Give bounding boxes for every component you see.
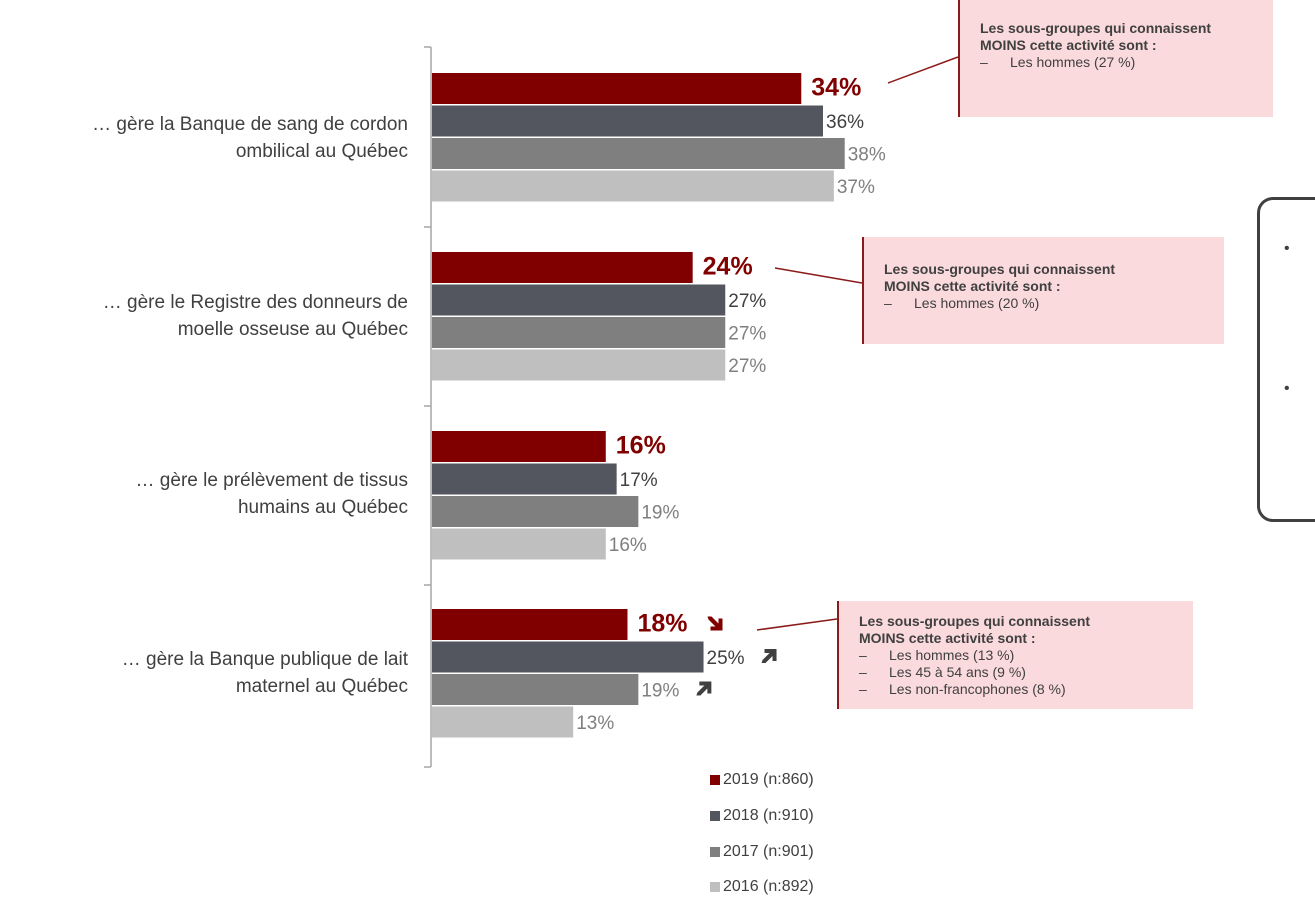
category-label-bone-marrow: … gère le Registre des donneurs de moelle…: [0, 289, 408, 343]
value-label-3-2: 19%: [641, 681, 679, 702]
value-label-0-1: 36%: [826, 112, 864, 133]
bar-3-0: [432, 609, 628, 640]
bar-1-1: [432, 285, 725, 316]
legend-item-2018: 2018 (n:910): [710, 807, 814, 825]
bar-2-2: [432, 496, 638, 527]
bar-1-3: [432, 350, 725, 381]
trend-arrow-up-2: [696, 682, 711, 696]
value-label-1-0: 24%: [703, 253, 753, 281]
bar-3-1: [432, 642, 704, 673]
bar-2-1: [432, 464, 617, 495]
category-label-cord-blood: … gère la Banque de sang de cordon ombili…: [0, 111, 408, 165]
value-label-2-1: 17%: [620, 470, 658, 491]
legend-item-2017: 2017 (n:901): [710, 843, 814, 861]
bar-0-1: [432, 106, 823, 137]
callout-bone-marrow: Les sous-groupes qui connaissent MOINS c…: [862, 237, 1224, 344]
bar-0-3: [432, 171, 834, 202]
bar-3-2: [432, 674, 638, 705]
trend-arrow-down-0: [708, 617, 723, 631]
value-label-1-3: 27%: [728, 356, 766, 377]
callout-cord-blood: Les sous-groupes qui connaissent MOINS c…: [958, 0, 1273, 117]
legend-item-2019: 2019 (n:860): [710, 771, 814, 789]
side-note-bullet-2: •: [1284, 380, 1290, 398]
value-label-3-1: 25%: [707, 648, 745, 669]
value-label-1-1: 27%: [728, 291, 766, 312]
value-label-0-3: 37%: [837, 177, 875, 198]
callout-breast-milk: Les sous-groupes qui connaissent MOINS c…: [837, 601, 1193, 709]
category-label-tissues: … gère le prélèvement de tissus humains a…: [0, 467, 408, 521]
legend-item-2016: 2016 (n:892): [710, 878, 814, 896]
legend-swatch-2019: [710, 775, 720, 785]
trend-arrow-up-1: [762, 649, 777, 663]
callout-connector-cord-blood: [888, 57, 958, 83]
bar-1-0: [432, 252, 693, 283]
legend-swatch-2018: [710, 811, 720, 821]
callout-connector-breast-milk: [757, 619, 837, 630]
bar-0-0: [432, 73, 801, 104]
side-note-bullet-1: •: [1284, 240, 1290, 258]
legend-swatch-2017: [710, 847, 720, 857]
value-label-0-2: 38%: [848, 145, 886, 166]
value-label-1-2: 27%: [728, 324, 766, 345]
value-label-2-0: 16%: [616, 432, 666, 460]
value-label-3-3: 13%: [576, 713, 614, 734]
value-label-0-0: 34%: [811, 74, 861, 102]
bar-2-3: [432, 529, 606, 560]
legend-swatch-2016: [710, 882, 720, 892]
category-label-breast-milk: … gère la Banque publique de lait materne…: [0, 646, 408, 700]
bar-0-2: [432, 138, 845, 169]
value-label-2-3: 16%: [609, 535, 647, 556]
value-label-3-0: 18%: [638, 610, 688, 638]
bar-1-2: [432, 317, 725, 348]
callout-connector-bone-marrow: [775, 268, 862, 283]
value-label-2-2: 19%: [641, 503, 679, 524]
bar-2-0: [432, 431, 606, 462]
bar-3-3: [432, 707, 573, 738]
